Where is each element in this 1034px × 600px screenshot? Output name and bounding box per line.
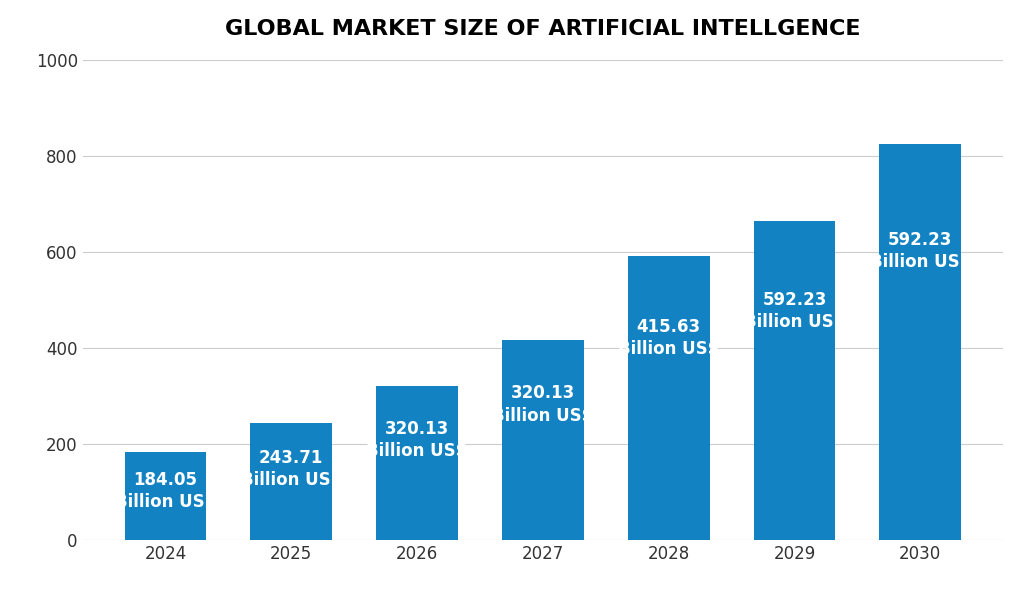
Text: 592.23
Billion US$: 592.23 Billion US$ [870,231,971,271]
Title: GLOBAL MARKET SIZE OF ARTIFICIAL INTELLGENCE: GLOBAL MARKET SIZE OF ARTIFICIAL INTELLG… [225,19,860,39]
Text: 592.23
Billion US$: 592.23 Billion US$ [743,291,845,331]
Text: 243.71
Billion US$: 243.71 Billion US$ [241,449,342,489]
Bar [250,423,332,540]
Text: 320.13
Billion US$: 320.13 Billion US$ [366,420,467,460]
Bar [124,452,207,540]
Text: 184.05
Billion US$: 184.05 Billion US$ [115,471,216,511]
Bar [754,221,835,540]
Bar [501,340,584,540]
Bar [376,386,458,540]
Bar [628,256,709,540]
Text: 415.63
Billion US$: 415.63 Billion US$ [618,318,720,358]
Text: 320.13
Billion US$: 320.13 Billion US$ [492,385,594,425]
Bar [879,144,962,540]
